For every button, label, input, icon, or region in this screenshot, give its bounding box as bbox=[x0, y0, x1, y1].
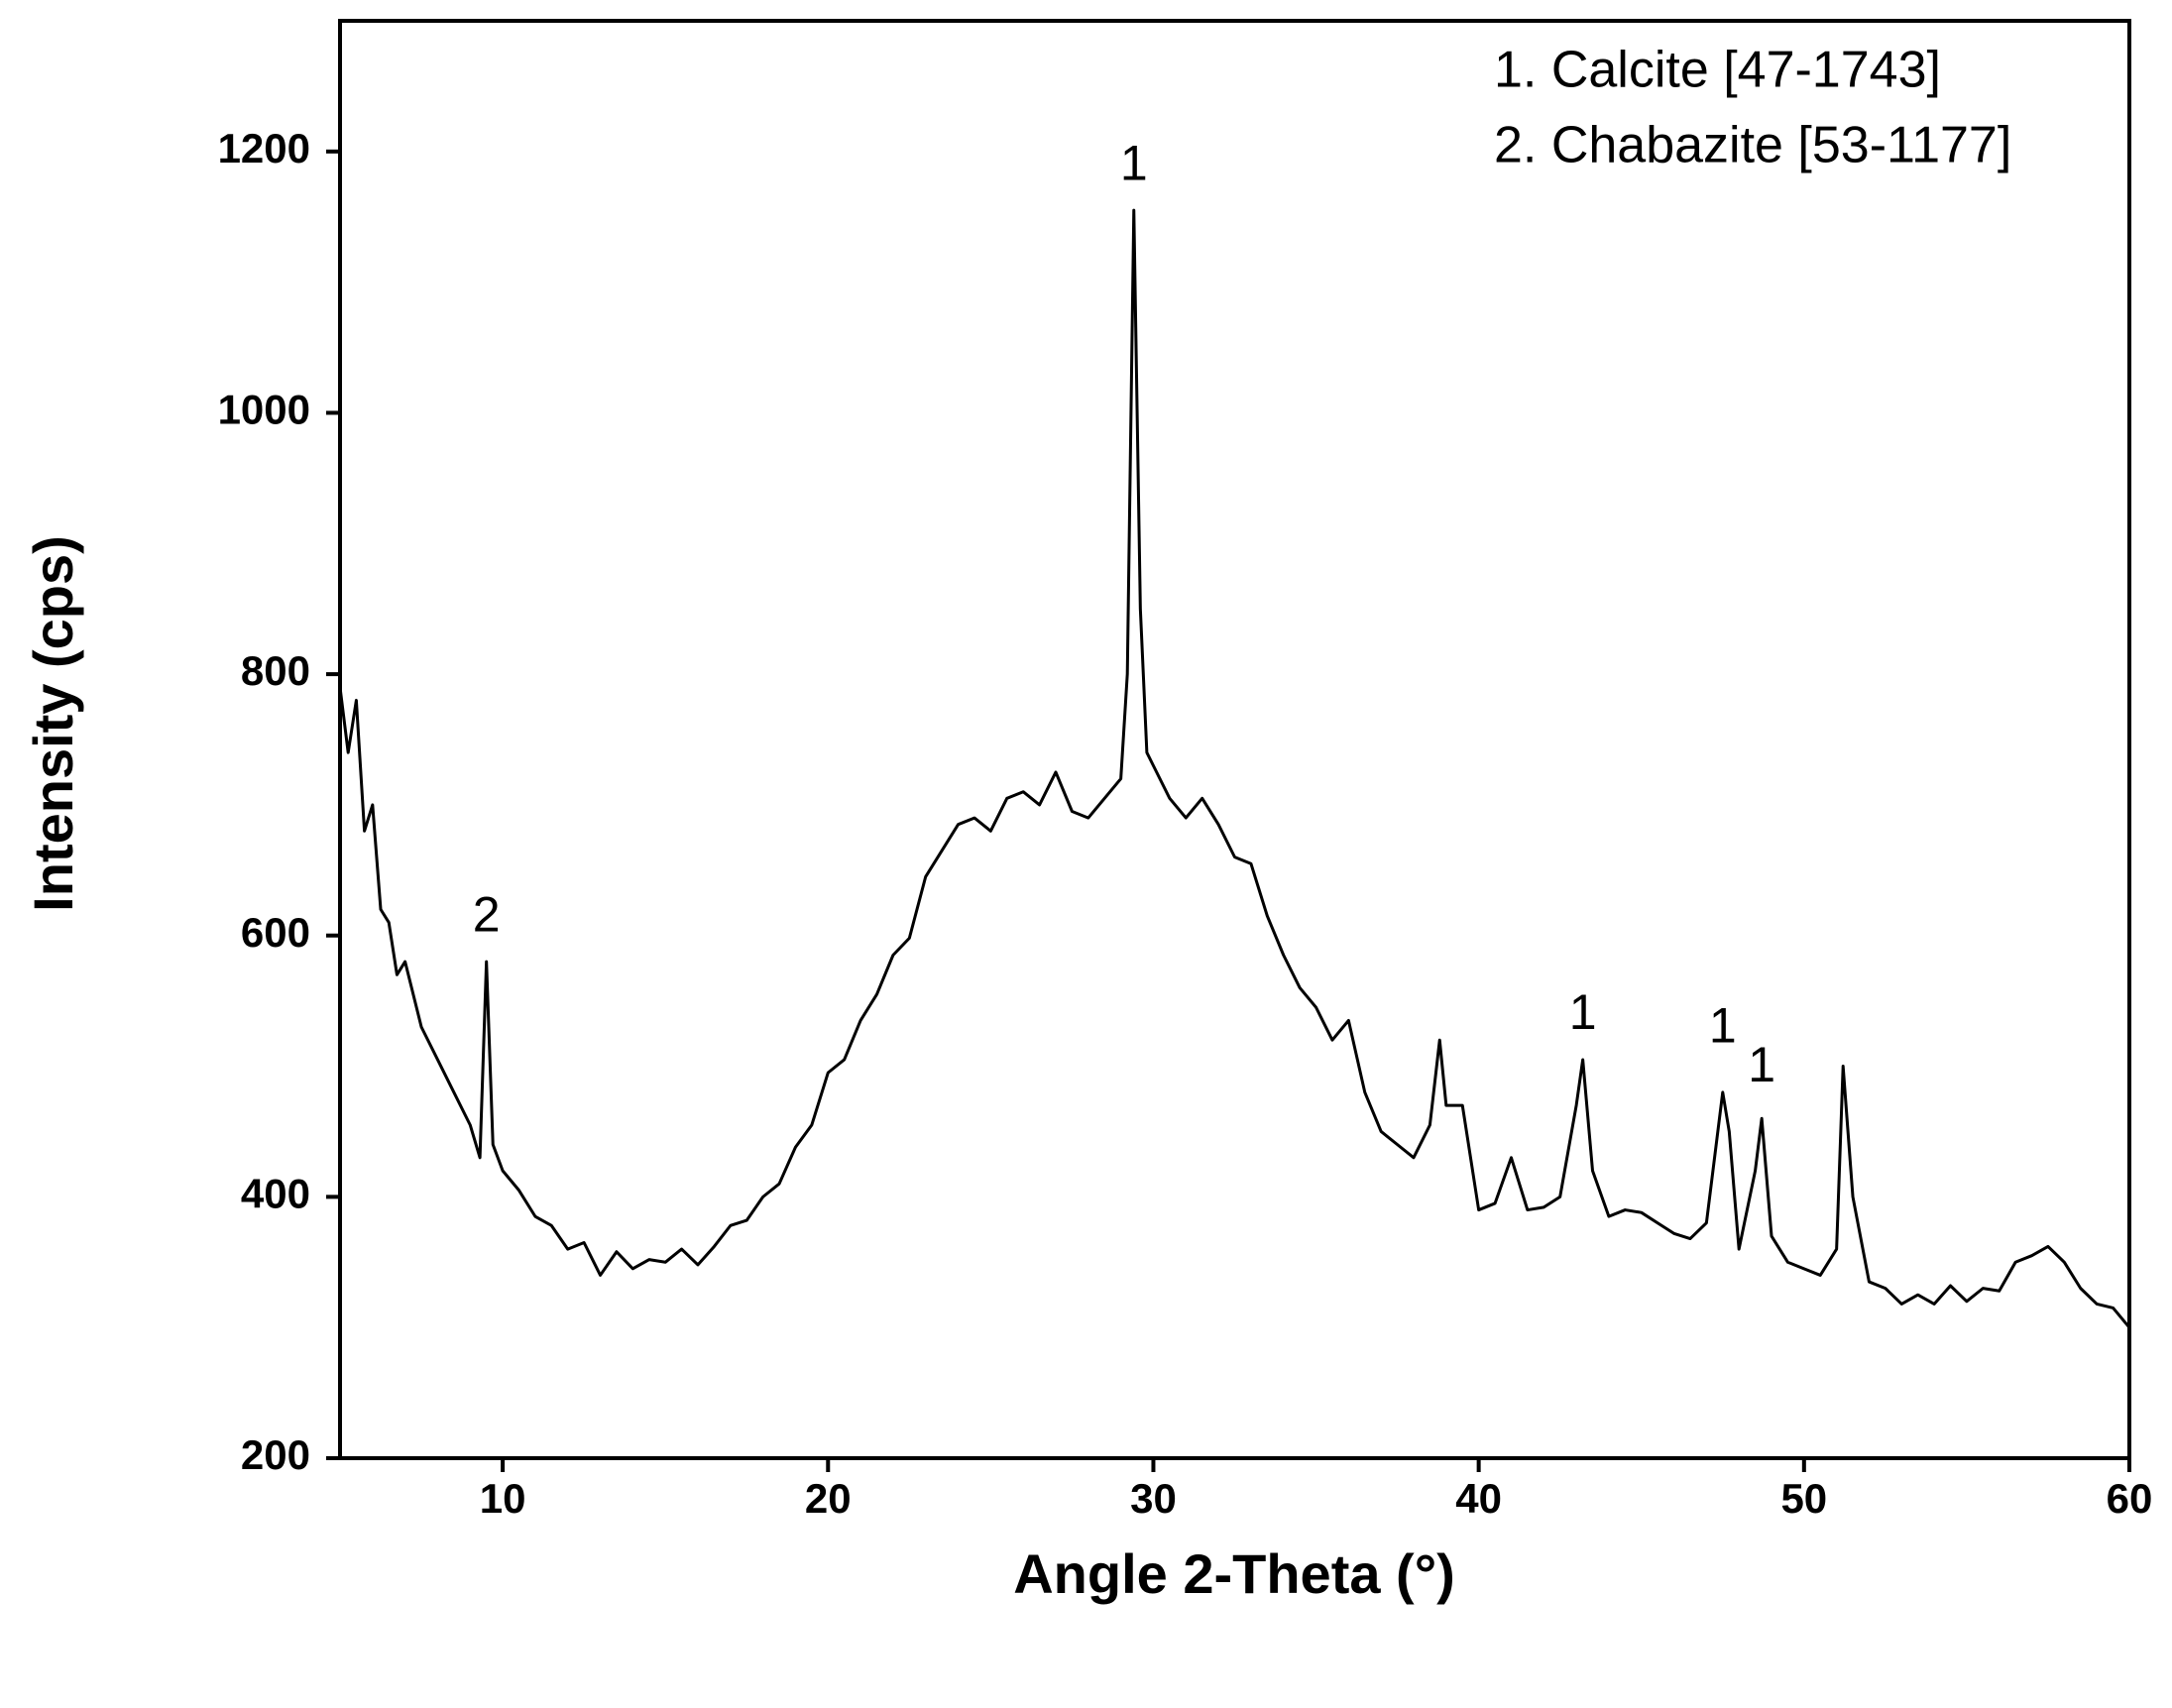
x-tick-label: 60 bbox=[2107, 1475, 2153, 1522]
y-tick-label: 800 bbox=[241, 647, 310, 694]
y-tick-label: 600 bbox=[241, 909, 310, 956]
x-tick-label: 40 bbox=[1455, 1475, 1502, 1522]
y-tick-label: 200 bbox=[241, 1431, 310, 1478]
legend-note: 2. Chabazite [53-1177] bbox=[1494, 117, 2011, 174]
y-tick-label: 1000 bbox=[218, 387, 310, 433]
x-tick-label: 20 bbox=[805, 1475, 852, 1522]
legend-note: 1. Calcite [47-1743] bbox=[1494, 42, 1941, 99]
y-tick-label: 400 bbox=[241, 1170, 310, 1216]
x-tick-label: 10 bbox=[480, 1475, 526, 1522]
data-line bbox=[338, 208, 2131, 1329]
peak-label: 1 bbox=[1569, 984, 1597, 1040]
x-axis-title: Angle 2-Theta (°) bbox=[1013, 1542, 1455, 1605]
x-tick-label: 50 bbox=[1780, 1475, 1827, 1522]
peak-label: 1 bbox=[1748, 1037, 1775, 1092]
peak-label: 1 bbox=[1709, 997, 1737, 1053]
y-tick-label: 1200 bbox=[218, 125, 310, 171]
x-tick-label: 30 bbox=[1130, 1475, 1177, 1522]
y-axis-title: Intensity (cps) bbox=[22, 535, 84, 912]
plot-frame bbox=[338, 19, 2131, 1460]
peak-label: 2 bbox=[473, 886, 501, 942]
peak-label: 1 bbox=[1120, 135, 1148, 190]
